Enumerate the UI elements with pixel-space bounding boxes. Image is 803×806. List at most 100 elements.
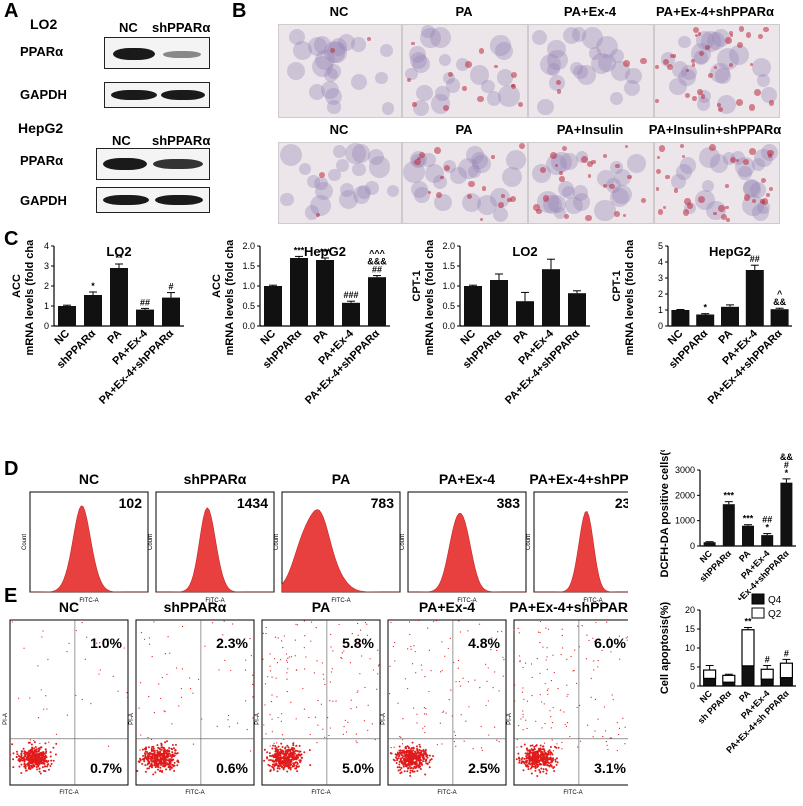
significance-label: # [784,460,789,470]
scatter-dot [343,726,345,728]
scatter-dot [150,762,153,765]
scatter-dot [172,758,175,761]
scatter-dot [442,711,444,713]
scatter-dot [414,766,417,769]
scatter-dot [276,696,278,698]
flow-histogram [281,509,400,593]
scatter-dot [523,757,526,760]
scatter-dot [402,755,405,758]
scatter-dot [146,755,149,758]
scatter-dot [157,768,160,771]
flow-y-label: Count [148,534,154,550]
y-tick-label: 10 [685,643,695,653]
flow-value: 383 [497,495,521,511]
scatter-dot [168,764,171,767]
scatter-dot [357,634,359,636]
scatter-dot [408,751,411,754]
scatter-dot [553,671,555,674]
chart-title: HepG2 [709,244,751,259]
scatter-dot [45,695,47,697]
scatter-dot [497,631,499,633]
bar [84,295,102,326]
blot-col-sh: shPPARα [152,20,211,35]
micrograph [402,142,528,224]
scatter-dot [36,750,39,753]
scatter-dot [40,746,43,749]
bar-q4 [760,678,774,687]
scatter-dot [161,746,164,749]
scatter-dot [39,772,42,775]
scatter-dot [409,774,412,777]
scatter-dot [293,747,296,750]
scatter-dot [539,744,542,747]
scatter-dot [268,752,271,755]
category-label: NC [258,328,278,348]
scatter-dot [513,629,515,631]
scatter-dot [171,763,174,766]
scatter-dot [317,724,319,726]
scatter-dot [412,747,415,750]
scatter-dot [47,658,49,661]
scatter-dot [31,755,34,758]
scatter-dot [538,763,541,766]
significance-label: && [780,452,793,462]
scatter-dot [411,754,414,757]
scatter-dot [436,744,438,746]
scatter-dot [169,652,171,654]
scatter-dot [402,718,404,720]
scatter-dot [605,730,607,732]
scatter-dot [293,752,296,755]
scatter-dot [282,647,284,649]
scatter-dot [441,743,443,745]
category-label: NC [52,328,72,348]
category-label: PA [716,328,735,347]
scatter-dot [537,631,540,633]
scatter-dot [546,647,548,649]
scatter-dot [561,634,563,637]
scatter-dot [49,755,52,758]
scatter-dot [551,739,553,741]
scatter-dot [144,764,147,767]
scatter-dot [389,693,391,695]
scatter-dot [171,751,174,754]
scatter-dot [597,718,599,720]
flow-y-label: Count [274,534,280,550]
scatter-dot [149,752,152,755]
scatter-dot [169,768,172,771]
scatter-dot [174,743,177,746]
scatter-y-label: PI-A [3,713,9,725]
scatter-dot [314,716,317,718]
scatter-x-label: FITC-A [563,790,582,796]
scatter-dot [414,760,417,763]
scatter-dot [407,648,409,650]
micro-title: PA [455,122,473,137]
significance-label: # [765,654,770,664]
bar [703,542,716,546]
scatter-dot [158,683,160,685]
scatter-dot [285,764,288,767]
scatter-dot [136,770,139,773]
y-tick-label: 0.5 [242,301,255,311]
scatter-dot [539,771,542,774]
scatter-dot [164,761,167,764]
scatter-dot [459,685,462,687]
scatter-dot [536,763,539,766]
scatter-dot [176,752,179,755]
scatter-dot [275,750,278,753]
scatter-dot [290,763,293,766]
scatter-dot [33,739,35,742]
scatter-dot [414,750,417,753]
significance-label: *** [320,247,331,257]
scatter-dot [415,758,418,761]
scatter-dot [294,655,296,657]
scatter-dot [610,737,612,739]
scatter-dot [158,747,161,750]
scatter-dot [335,700,337,702]
scatter-dot [152,747,155,750]
scatter-dot [296,624,299,626]
scatter-dot [303,647,305,649]
scatter-dot [525,719,527,721]
significance-label: ^ [777,289,783,299]
flow-y-label: Count [22,534,28,550]
q2-percent: 1.0% [90,635,122,651]
